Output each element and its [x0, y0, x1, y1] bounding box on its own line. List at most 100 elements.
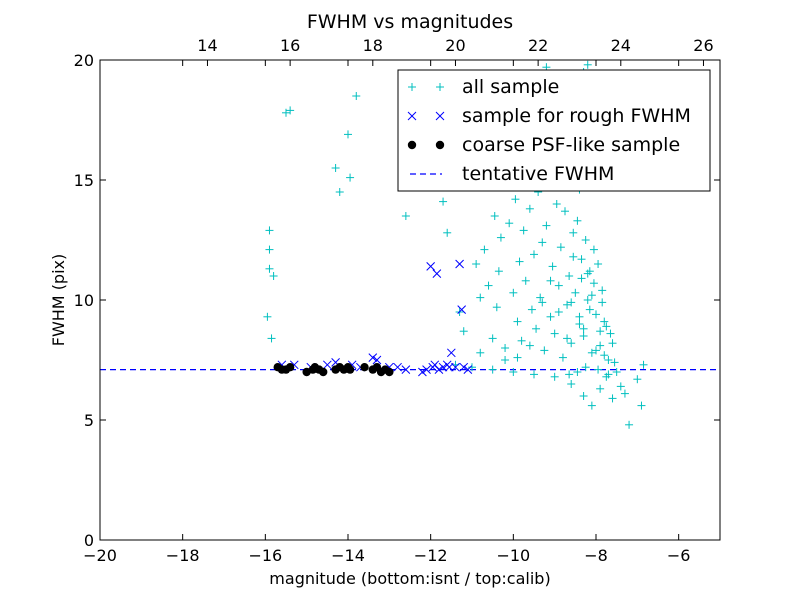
all-sample-point	[352, 92, 361, 100]
all-sample-point	[484, 281, 493, 290]
all-sample-point	[513, 317, 522, 326]
top-x-tick-label: 18	[363, 36, 383, 55]
all-sample-point	[567, 380, 576, 388]
all-sample-point	[573, 216, 582, 225]
all-sample-point	[515, 257, 524, 266]
legend-label-rough-sample: sample for rough FWHM	[462, 105, 691, 127]
all-sample-point	[577, 255, 586, 264]
all-sample-point	[476, 348, 485, 357]
all-sample-point	[443, 228, 452, 237]
all-sample-point	[571, 288, 580, 297]
all-sample-point	[579, 332, 588, 340]
y-tick-label: 0	[84, 531, 94, 550]
all-sample-point	[530, 370, 538, 379]
all-sample-point	[575, 312, 584, 321]
all-sample-point	[488, 334, 497, 343]
rough-sample-point	[426, 262, 436, 271]
all-sample-point	[550, 372, 559, 381]
all-sample-point	[569, 252, 578, 261]
all-sample-point	[401, 212, 410, 220]
all-sample-point	[579, 324, 588, 333]
y-tick-label: 5	[84, 411, 94, 430]
legend-marker-rough-sample	[407, 111, 417, 121]
rough-sample-point	[451, 362, 460, 372]
all-sample-point	[468, 363, 476, 372]
x-tick-label: −14	[331, 546, 365, 565]
all-sample-point	[606, 329, 615, 338]
rough-sample-point	[322, 360, 332, 370]
all-sample-point	[569, 228, 578, 237]
y-tick-label: 20	[74, 51, 94, 70]
all-sample-point	[513, 353, 522, 362]
x-tick-label: −20	[83, 546, 117, 565]
y-tick-label: 10	[74, 291, 94, 310]
all-sample-point	[532, 324, 541, 333]
all-sample-point	[620, 389, 629, 398]
all-sample-point	[501, 344, 510, 352]
legend-markers	[407, 83, 445, 175]
all-sample-point	[286, 106, 295, 115]
all-sample-point	[612, 368, 621, 376]
all-sample-point	[472, 260, 481, 268]
all-sample-point	[546, 312, 555, 321]
all-sample-point	[554, 308, 563, 316]
all-sample-point	[267, 334, 276, 343]
all-sample-point	[550, 329, 559, 338]
all-sample-point	[488, 365, 497, 374]
all-sample-point	[581, 363, 590, 372]
all-sample-point	[579, 392, 588, 400]
y-axis-label: FWHM (pix)	[49, 254, 68, 347]
all-sample-point	[492, 303, 501, 312]
top-x-tick-label: 24	[611, 36, 631, 55]
rough-sample-point	[446, 348, 456, 358]
all-sample-point	[265, 245, 274, 254]
all-sample-point	[511, 195, 520, 204]
legend-label-tentative-fwhm: tentative FWHM	[462, 163, 614, 185]
psf-sample-point	[319, 367, 328, 377]
all-sample-point	[592, 310, 600, 319]
top-x-tick-label: 20	[445, 36, 465, 55]
all-sample-point	[517, 336, 526, 345]
all-sample-point	[542, 221, 551, 230]
all-sample-point	[346, 173, 355, 182]
rough-sample-point	[428, 362, 438, 372]
rough-sample-point	[457, 305, 467, 314]
x-axis-label: magnitude (bottom:isnt / top:calib)	[269, 569, 550, 588]
all-sample-point	[344, 130, 352, 139]
x-tick-label: −16	[248, 546, 282, 565]
all-sample-point	[331, 164, 340, 172]
all-sample-point	[269, 272, 278, 280]
rough-sample-point	[463, 365, 473, 374]
legend-marker-psf-sample	[435, 140, 445, 150]
rough-sample-point	[438, 362, 448, 372]
all-sample-point	[563, 334, 572, 343]
rough-sample-point	[372, 355, 382, 365]
all-sample-point	[439, 197, 448, 206]
all-sample-point	[625, 420, 634, 429]
all-sample-point	[558, 353, 567, 362]
all-sample-point	[509, 368, 518, 376]
all-sample-point	[600, 317, 609, 326]
all-sample-point	[519, 226, 528, 235]
all-sample-point	[480, 245, 489, 254]
all-sample-point	[587, 401, 596, 410]
all-sample-point	[459, 327, 468, 336]
all-sample-point	[556, 243, 565, 252]
all-sample-point	[335, 188, 344, 196]
axes: −20 −18 −16 −14 −12 −10 −8 −6 14 16 18 20 22 24 26 0 5 10…	[74, 36, 720, 565]
all-sample-point	[282, 108, 290, 117]
all-sample-point	[567, 298, 576, 307]
all-sample-point	[583, 296, 592, 304]
all-sample-point	[567, 339, 576, 348]
chart-title: FWHM vs magnitudes	[307, 11, 513, 33]
rough-sample-point	[368, 353, 378, 362]
all-sample-point	[536, 293, 545, 302]
all-sample-point	[538, 238, 547, 247]
all-sample-point	[565, 272, 574, 280]
legend-label-all-sample: all sample	[462, 76, 559, 98]
all-sample-point	[573, 368, 582, 376]
all-sample-point	[565, 370, 574, 379]
all-sample-point	[505, 219, 514, 228]
all-sample-point	[600, 351, 609, 360]
